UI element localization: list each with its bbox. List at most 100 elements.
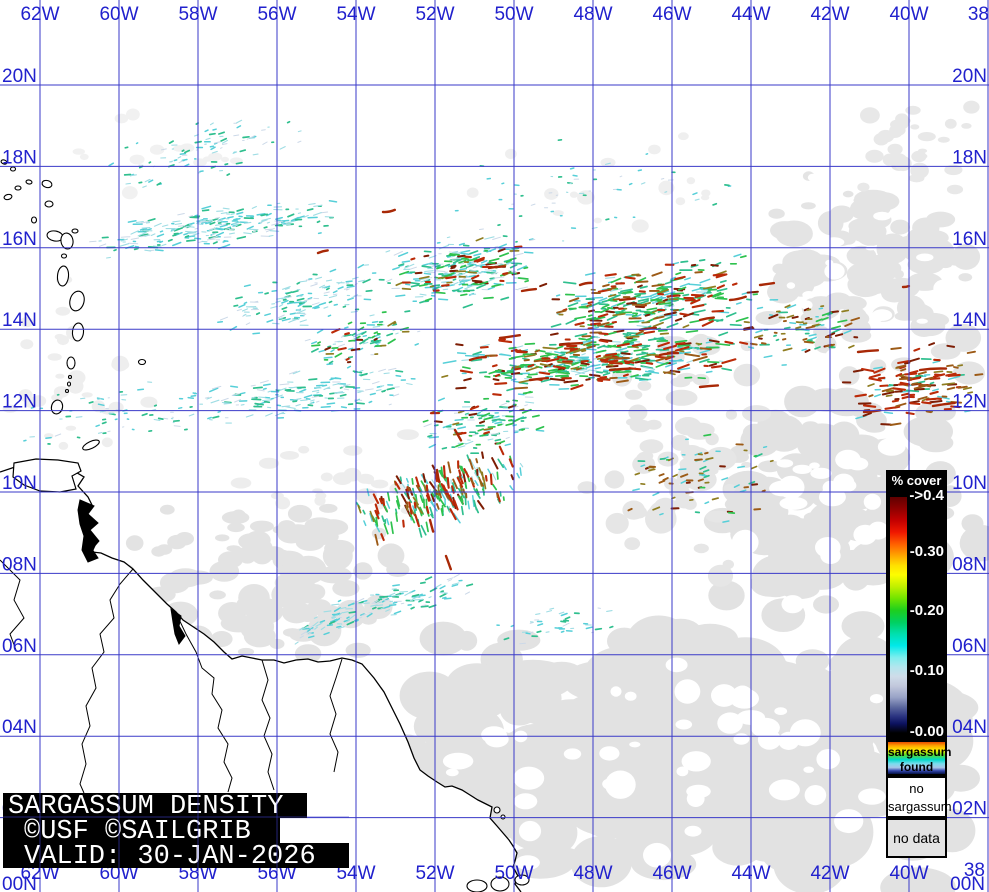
- no-data-blob: [513, 793, 538, 810]
- no-data-blob: [733, 363, 761, 387]
- no-data-blob: [803, 766, 814, 773]
- no-data-blob: [220, 614, 257, 633]
- no-data-blob: [294, 644, 322, 664]
- axis-label: 58W: [178, 863, 217, 884]
- no-data-blob: [140, 396, 158, 408]
- no-data-blob: [912, 217, 940, 238]
- legend-panel: % cover ->0.4 -0.30 -0.20 -0.10 -0.00 sargas…: [886, 470, 952, 858]
- axis-label: 20N: [2, 66, 37, 87]
- no-data-blob: [907, 272, 943, 291]
- no-data-blob: [58, 441, 69, 450]
- legend-no-sargassum: no sargassum: [886, 776, 952, 818]
- no-data-blob: [307, 584, 326, 600]
- legend-colorbar-box: % cover ->0.4 -0.30 -0.20 -0.10 -0.00: [886, 470, 947, 740]
- no-data-blob: [807, 388, 847, 412]
- no-data-blob: [869, 694, 884, 704]
- country-border: [261, 659, 275, 791]
- no-data-blob: [481, 726, 507, 744]
- no-data-blob: [359, 494, 377, 505]
- no-data-blob: [903, 415, 953, 448]
- no-data-blob: [961, 123, 972, 129]
- title-overlay-bar: [3, 843, 349, 868]
- south-america-landmass: [0, 463, 521, 892]
- no-data-blob: [67, 370, 86, 385]
- no-data-blob: [605, 512, 629, 534]
- amazon-mouth-island: [466, 879, 488, 892]
- no-data-blob: [786, 282, 796, 289]
- legend-title: % cover: [891, 473, 942, 488]
- no-data-blob: [769, 480, 797, 497]
- no-data-blob: [593, 217, 602, 224]
- no-data-blob: [905, 105, 921, 115]
- no-data-blob: [813, 595, 839, 614]
- no-data-blob: [353, 562, 373, 580]
- no-data-blob: [55, 306, 71, 316]
- caribbean-island: [69, 290, 85, 312]
- no-data-blob: [600, 157, 616, 168]
- no-data-blob: [558, 725, 589, 751]
- no-data-blob: [624, 691, 637, 701]
- caribbean-island: [44, 200, 54, 208]
- no-data-blob: [792, 464, 812, 474]
- no-data-blob: [802, 291, 816, 299]
- no-data-blob: [916, 318, 928, 324]
- no-data-blob: [332, 472, 353, 485]
- axis-label: 52W: [415, 863, 454, 884]
- no-data-blob: [935, 403, 956, 421]
- no-data-blob: [804, 785, 827, 806]
- caribbean-island: [64, 388, 70, 394]
- no-data-blob: [597, 709, 655, 741]
- caribbean-island: [60, 232, 74, 250]
- no-data-blob: [577, 481, 597, 494]
- no-data-blob: [332, 580, 360, 597]
- no-data-blob: [867, 521, 889, 540]
- no-data-blob: [868, 255, 887, 267]
- no-data-blob: [280, 451, 299, 460]
- axis-label: 00N: [2, 874, 37, 892]
- no-data-blob: [842, 190, 854, 198]
- caribbean-island: [493, 806, 501, 814]
- no-data-blob: [676, 766, 689, 777]
- axis-label: 50W: [494, 863, 533, 884]
- no-data-blob: [873, 211, 891, 221]
- axis-label: 04N: [952, 717, 987, 738]
- no-data-blob: [712, 829, 763, 866]
- axis-label: 14N: [2, 310, 37, 331]
- legend-colorbar-gradient: [890, 497, 907, 733]
- no-data-blob: [840, 233, 856, 245]
- no-data-blob: [958, 273, 973, 282]
- axis-label: 42W: [810, 4, 849, 25]
- no-data-blob: [20, 339, 34, 350]
- caribbean-island: [137, 358, 147, 366]
- axis-labels: 62W 62W 60W 60W 58W 58W 56W 56W 54W 54W 52W 52W 50W 5…: [2, 4, 989, 892]
- no-data-blob: [880, 867, 956, 892]
- no-data-blob: [30, 395, 47, 407]
- no-data-blob: [648, 144, 661, 155]
- axis-label: 10N: [952, 473, 987, 494]
- legend-tick-2: -0.20: [909, 601, 944, 619]
- axis-label: 56W: [257, 4, 296, 25]
- no-data-blob: [639, 439, 664, 454]
- river-delta: [77, 499, 100, 563]
- no-data-blob: [946, 184, 964, 195]
- no-data-blob: [681, 751, 711, 772]
- axis-label: 56W: [257, 863, 296, 884]
- legend-nosarg-line2: sargassum: [888, 799, 952, 814]
- no-data-blob: [686, 790, 705, 807]
- no-data-blob: [809, 462, 820, 469]
- no-data-blob: [442, 752, 474, 770]
- no-data-blob: [891, 241, 907, 251]
- no-data-blob: [226, 545, 241, 552]
- caribbean-island: [66, 381, 72, 387]
- no-data-blob: [908, 174, 925, 183]
- no-data-blob: [847, 457, 869, 471]
- no-data-blob: [824, 263, 845, 280]
- no-data-blob: [717, 712, 743, 734]
- axis-label: 38: [964, 860, 985, 881]
- no-data-blob: [324, 539, 355, 558]
- no-data-blob: [658, 180, 675, 196]
- no-data-blob: [215, 534, 230, 542]
- no-data-blob: [298, 445, 310, 454]
- no-data-blob: [775, 220, 813, 247]
